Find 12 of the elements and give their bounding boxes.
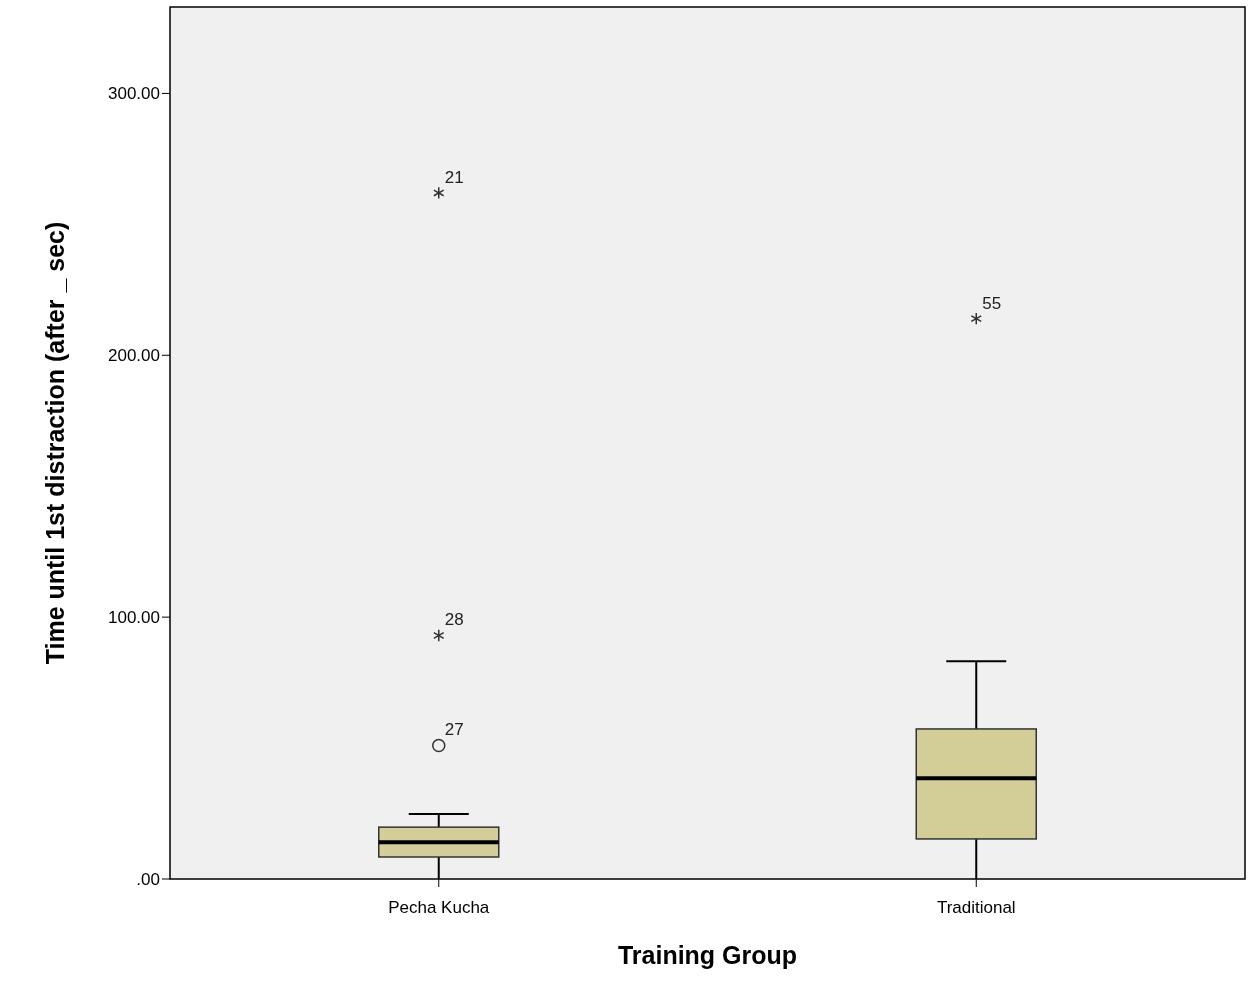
annotation: 27 bbox=[444, 720, 464, 740]
annotation: 55 bbox=[982, 293, 1002, 313]
y-axis-title: Time until 1st distraction (after _ sec) bbox=[41, 221, 69, 665]
x-tick-label: Traditional bbox=[936, 898, 1016, 917]
annotation: 21 bbox=[444, 167, 464, 187]
y-tick-label: 100.00 bbox=[108, 608, 160, 628]
annotation: 28 bbox=[444, 610, 464, 630]
y-tick-label: .00 bbox=[136, 869, 160, 889]
y-tick-label: 200.00 bbox=[108, 346, 160, 366]
x-tick-label: Pecha Kucha bbox=[388, 898, 490, 917]
x-axis-title: Training Group bbox=[617, 941, 798, 969]
y-tick-label: 300.00 bbox=[108, 84, 160, 104]
